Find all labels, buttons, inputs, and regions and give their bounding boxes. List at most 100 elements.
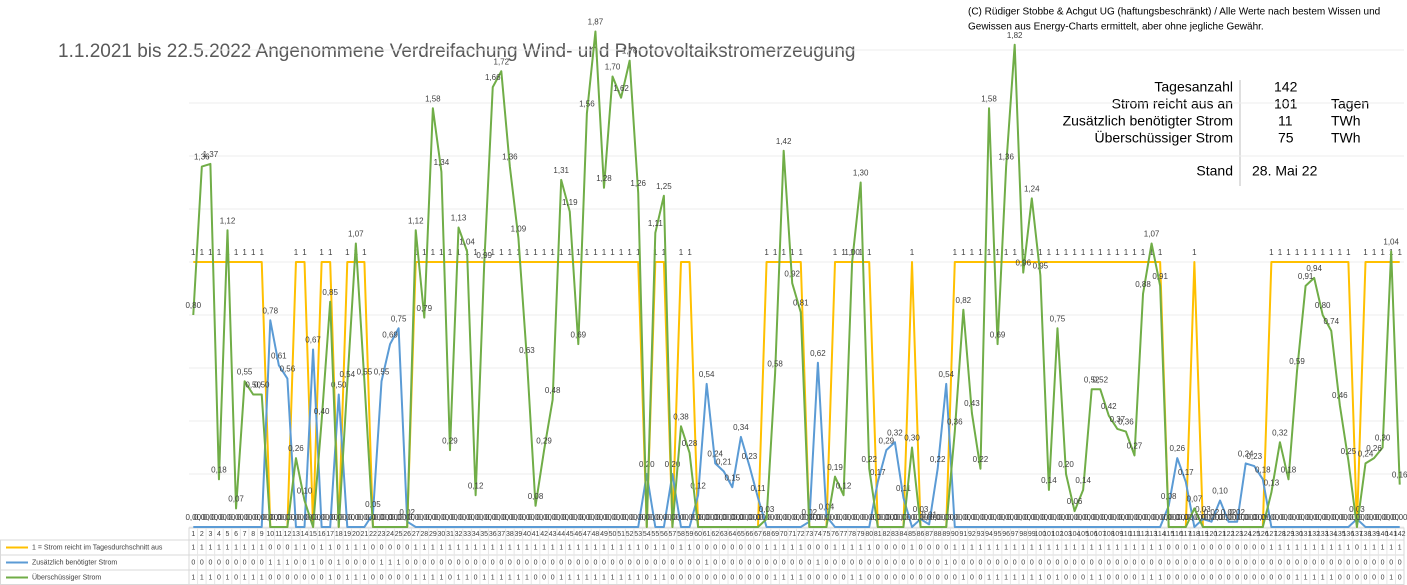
- data-label: 0,29: [879, 436, 895, 445]
- table-cell: 0: [294, 574, 298, 581]
- data-label: 0: [918, 513, 923, 522]
- x-tick-label: 99: [1028, 531, 1036, 538]
- data-label: 1: [242, 248, 247, 257]
- data-label: 0,00: [502, 513, 518, 522]
- data-label: 0,00: [853, 513, 869, 522]
- data-label: 0: [1243, 513, 1248, 522]
- table-cell: 0: [722, 544, 726, 551]
- table-cell: 1: [1346, 544, 1350, 551]
- data-label: 0,46: [1332, 391, 1348, 400]
- table-cell: 0: [1244, 559, 1248, 566]
- x-tick-label: 125: [1248, 531, 1260, 538]
- table-cell: 0: [534, 559, 538, 566]
- data-label: 1: [1055, 248, 1060, 257]
- data-label: 0,34: [733, 423, 749, 432]
- table-cell: 1: [1090, 574, 1094, 581]
- table-cell: 0: [1115, 574, 1119, 581]
- table-cell: 0: [807, 574, 811, 581]
- table-cell: 0: [551, 574, 555, 581]
- table-cell: 0: [422, 559, 426, 566]
- table-cell: 0: [1329, 559, 1333, 566]
- data-label: 1: [1312, 248, 1317, 257]
- data-label: 0,00: [1264, 513, 1280, 522]
- data-label: 0,00: [870, 513, 886, 522]
- x-tick-label: 38: [506, 531, 514, 538]
- data-label: 1,66: [485, 73, 501, 82]
- data-label: 0,00: [262, 513, 278, 522]
- data-label: 1,26: [630, 179, 646, 188]
- data-label: 1,07: [1144, 230, 1160, 239]
- table-cell: 0: [756, 574, 760, 581]
- table-cell: 0: [824, 559, 828, 566]
- data-label: 1: [790, 248, 795, 257]
- data-label: 0,17: [870, 468, 886, 477]
- x-tick-label: 60: [694, 531, 702, 538]
- table-cell: 1: [1389, 574, 1393, 581]
- data-label: 0,00: [921, 513, 937, 522]
- table-cell: 0: [1278, 559, 1282, 566]
- data-label: 0,61: [271, 351, 287, 360]
- table-cell: 0: [320, 559, 324, 566]
- x-tick-label: 110: [1120, 531, 1131, 538]
- data-label: 0,00: [836, 513, 852, 522]
- data-label: 1: [1192, 248, 1197, 257]
- table-cell: 1: [345, 574, 349, 581]
- table-cell: 1: [1338, 544, 1342, 551]
- table-cell: 1: [551, 544, 555, 551]
- data-label: 1: [525, 248, 530, 257]
- data-label: 0,37: [1110, 415, 1126, 424]
- table-cell: 1: [397, 559, 401, 566]
- data-label: 0,00: [1255, 513, 1271, 522]
- data-label: 0: [1226, 513, 1231, 522]
- table-cell: 0: [1098, 559, 1102, 566]
- x-tick-label: 82: [882, 531, 890, 538]
- table-cell: 1: [354, 544, 358, 551]
- data-label: 1: [1269, 248, 1274, 257]
- table-cell: 1: [1098, 544, 1102, 551]
- x-tick-label: 79: [857, 531, 865, 538]
- x-tick-label: 130: [1291, 531, 1303, 538]
- data-label: 1: [1124, 248, 1129, 257]
- data-label: 0: [730, 513, 735, 522]
- table-cell: 1: [1030, 574, 1034, 581]
- data-label: 0,00: [998, 513, 1014, 522]
- table-cell: 1: [602, 544, 606, 551]
- table-cell: 1: [1013, 574, 1017, 581]
- data-label: 1: [559, 248, 564, 257]
- data-label: 1: [1329, 248, 1334, 257]
- table-cell: 0: [1312, 559, 1316, 566]
- x-tick-label: 119: [1197, 531, 1208, 538]
- table-cell: 0: [893, 559, 897, 566]
- table-cell: 0: [371, 574, 375, 581]
- data-label: 0,12: [836, 481, 852, 490]
- table-cell: 0: [713, 559, 717, 566]
- x-tick-label: 26: [403, 531, 411, 538]
- x-tick-label: 22: [369, 531, 377, 538]
- data-label: 1: [1303, 248, 1308, 257]
- table-cell: 0: [1073, 574, 1077, 581]
- x-tick-label: 74: [814, 531, 822, 538]
- table-cell: 1: [782, 544, 786, 551]
- table-cell: 1: [431, 574, 435, 581]
- table-cell: 1: [208, 544, 212, 551]
- table-cell: 0: [645, 544, 649, 551]
- x-tick-label: 95: [994, 531, 1002, 538]
- table-cell: 0: [1064, 559, 1068, 566]
- data-label: 0,02: [1221, 508, 1237, 517]
- x-tick-label: 91: [959, 531, 967, 538]
- x-tick-label: 115: [1163, 531, 1174, 538]
- table-cell: 0: [1261, 574, 1265, 581]
- data-label: 0,00: [1323, 513, 1339, 522]
- table-cell: 0: [1150, 559, 1154, 566]
- table-cell: 0: [833, 559, 837, 566]
- x-tick-label: 12: [283, 531, 291, 538]
- table-cell: 0: [876, 574, 880, 581]
- table-cell: 1: [619, 544, 623, 551]
- table-cell: 0: [1107, 559, 1111, 566]
- data-label: 0,00: [245, 513, 261, 522]
- x-tick-label: 78: [848, 531, 856, 538]
- x-tick-label: 64: [728, 531, 736, 538]
- table-cell: 0: [1124, 559, 1128, 566]
- x-tick-label: 50: [609, 531, 617, 538]
- table-cell: 0: [482, 559, 486, 566]
